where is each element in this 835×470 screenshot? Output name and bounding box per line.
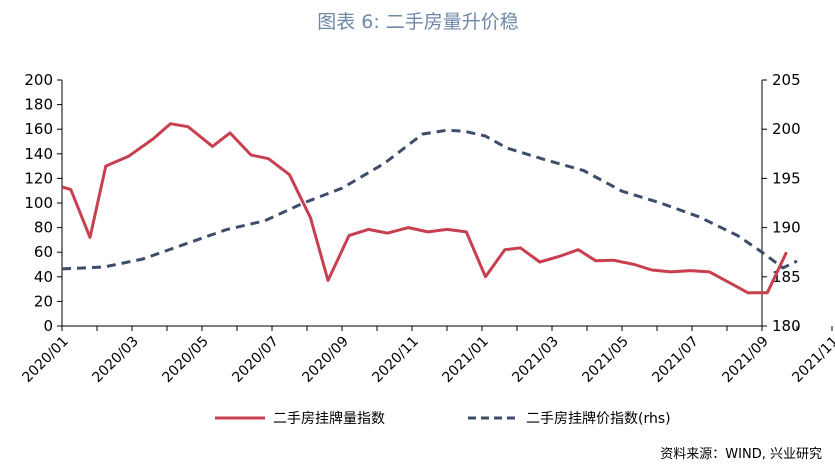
legend-label-listing-price: 二手房挂牌价指数(rhs) <box>526 410 671 427</box>
x-tick-label: 2020/07 <box>229 334 281 386</box>
right-tick-label: 190 <box>772 219 801 237</box>
left-tick-label: 80 <box>34 219 53 237</box>
x-tick-label: 2021/09 <box>719 334 771 386</box>
left-tick-label: 160 <box>24 120 53 138</box>
x-tick-label: 2021/11 <box>789 334 835 386</box>
x-tick-label: 2021/07 <box>649 334 701 386</box>
series-line-listing-volume <box>61 122 788 295</box>
series-layer <box>61 122 798 295</box>
left-tick-label: 140 <box>24 145 53 163</box>
x-tick-label: 2020/01 <box>19 334 71 386</box>
left-tick-label: 20 <box>34 292 53 310</box>
right-tick-label: 200 <box>772 120 801 138</box>
x-tick-label: 2020/11 <box>369 334 421 386</box>
x-tick-label: 2020/05 <box>159 334 211 386</box>
left-tick-label: 120 <box>24 169 53 187</box>
x-tick-label: 2021/05 <box>579 334 631 386</box>
series-line-listing-price <box>61 128 798 271</box>
left-tick-label: 40 <box>34 268 53 286</box>
left-tick-label: 0 <box>43 317 53 335</box>
left-tick-label: 60 <box>34 243 53 261</box>
x-tick-label: 2020/03 <box>89 334 141 386</box>
x-tick-label: 2021/03 <box>509 334 561 386</box>
left-tick-label: 180 <box>24 96 53 114</box>
axes: 0 20 40 60 80 100 120 140 160 180 200 180 185 190 195 2… <box>19 71 835 386</box>
left-tick-label: 100 <box>24 194 53 212</box>
right-tick-label: 195 <box>772 169 801 187</box>
right-tick-label: 185 <box>772 268 801 286</box>
x-tick-label: 2020/09 <box>299 334 351 386</box>
right-tick-label: 205 <box>772 71 801 89</box>
source-note: 资料来源：WIND, 兴业研究 <box>660 447 822 462</box>
right-tick-label: 180 <box>772 317 801 335</box>
legend: 二手房挂牌量指数 二手房挂牌价指数(rhs) <box>215 410 671 427</box>
legend-label-listing-volume: 二手房挂牌量指数 <box>273 410 385 427</box>
chart-title: 图表 6: 二手房量升价稳 <box>317 11 519 33</box>
x-tick-label: 2021/01 <box>439 334 491 386</box>
left-tick-label: 200 <box>24 71 53 89</box>
